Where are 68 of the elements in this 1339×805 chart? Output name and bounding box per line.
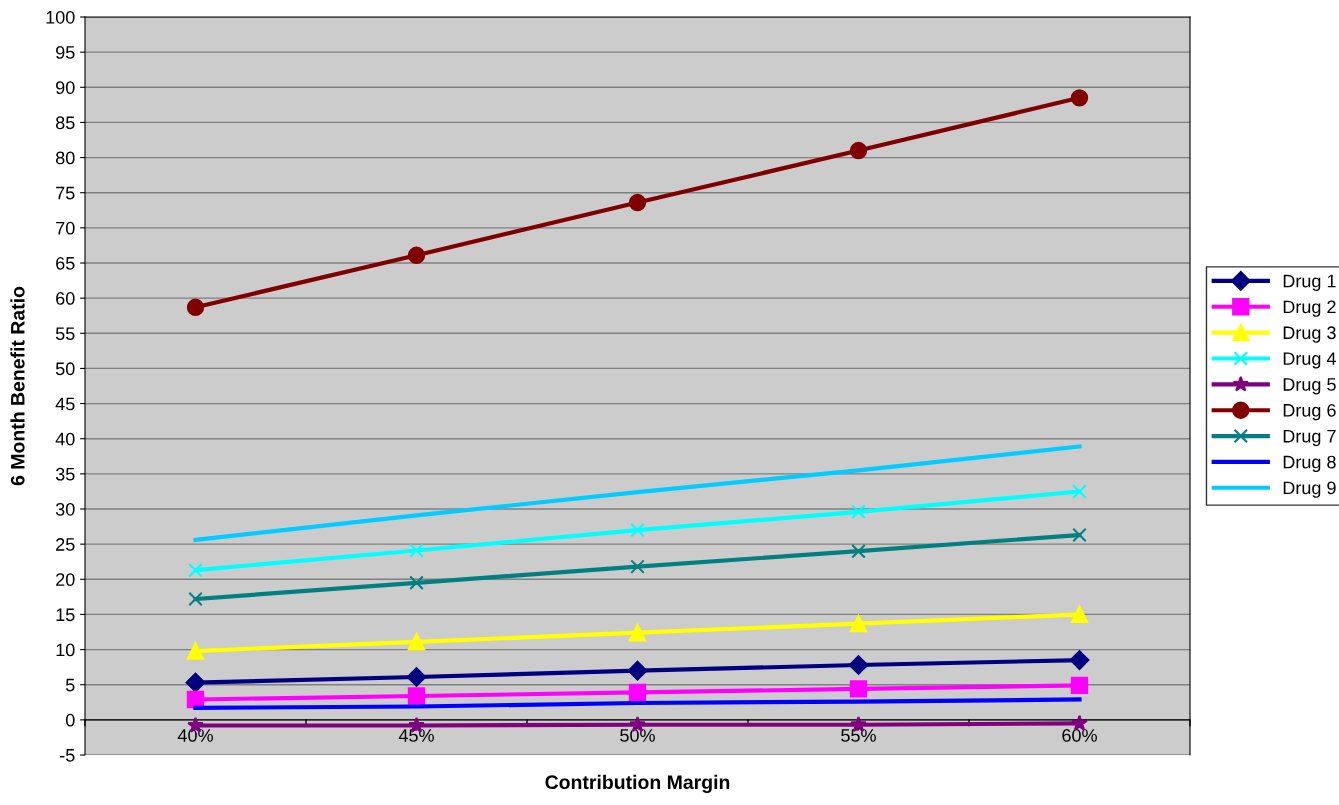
y-tick-label: 70 (56, 221, 75, 235)
point (186, 298, 205, 316)
y-tick-label: 100 (46, 10, 75, 24)
y-tick-label: 50 (55, 362, 75, 376)
y-tick-label: 45 (55, 397, 75, 411)
y-axis-title: 6 Month Benefit Ratio (10, 286, 25, 486)
point (185, 672, 206, 693)
point (407, 246, 426, 264)
legend-label: Drug 9 (1283, 481, 1336, 498)
point (628, 683, 647, 702)
legend-label: Drug 6 (1283, 403, 1336, 421)
x-tick-label: 55% (841, 729, 876, 742)
y-tick-label: 20 (56, 573, 75, 587)
y-tick-label: 80 (55, 151, 75, 165)
y-tick-label: -5 (60, 749, 75, 762)
point (630, 559, 645, 574)
y-tick-label: 10 (56, 643, 75, 657)
y-tick-label: 5 (65, 678, 75, 692)
point (407, 633, 426, 651)
y-tick-label: 85 (55, 116, 75, 130)
y-tick-label: 90 (56, 81, 75, 95)
point (188, 591, 203, 607)
point (851, 504, 866, 520)
point (628, 624, 647, 642)
point (630, 522, 645, 538)
point (1070, 676, 1089, 695)
line-series (193, 444, 1082, 543)
x-axis-title: Contribution Margin (545, 774, 730, 793)
point (849, 680, 868, 698)
point (851, 543, 866, 559)
legend-label: Drug 8 (1283, 455, 1336, 472)
y-tick-label: 15 (56, 608, 75, 622)
point (627, 660, 648, 681)
point (1070, 605, 1089, 624)
y-tick-label: 35 (55, 467, 75, 481)
y-tick-label: 40 (55, 432, 75, 446)
x-tick-label: 50% (620, 729, 655, 742)
y-tick-label: 65 (56, 256, 75, 270)
x-tick-label: 40% (177, 729, 213, 742)
legend-label: Drug 7 (1283, 429, 1336, 447)
point (186, 642, 205, 660)
y-tick-label: 75 (56, 186, 75, 200)
point (409, 543, 424, 558)
point (409, 575, 424, 591)
point (1070, 89, 1089, 107)
point (407, 687, 426, 705)
legend-label: Drug 2 (1283, 300, 1336, 317)
point (628, 193, 647, 212)
point (849, 141, 868, 160)
x-tick-label: 60% (1062, 729, 1097, 742)
y-tick-label: 95 (56, 46, 75, 59)
point (1072, 527, 1087, 543)
legend-label: Drug 1 (1283, 274, 1336, 291)
legend-label: Drug 4 (1283, 352, 1336, 369)
point (849, 614, 868, 633)
y-tick-label: 55 (55, 327, 75, 341)
point (406, 667, 427, 687)
point (188, 562, 203, 578)
y-tick-label: 0 (65, 713, 75, 727)
legend-label: Drug 3 (1283, 326, 1336, 343)
y-tick-label: 30 (55, 502, 75, 516)
point (1069, 650, 1090, 670)
point (848, 655, 869, 675)
y-tick-label: 60 (56, 292, 75, 305)
point (1072, 484, 1087, 499)
point (186, 690, 205, 709)
y-tick-label: 25 (56, 538, 75, 551)
legend-label: Drug 5 (1283, 378, 1336, 395)
